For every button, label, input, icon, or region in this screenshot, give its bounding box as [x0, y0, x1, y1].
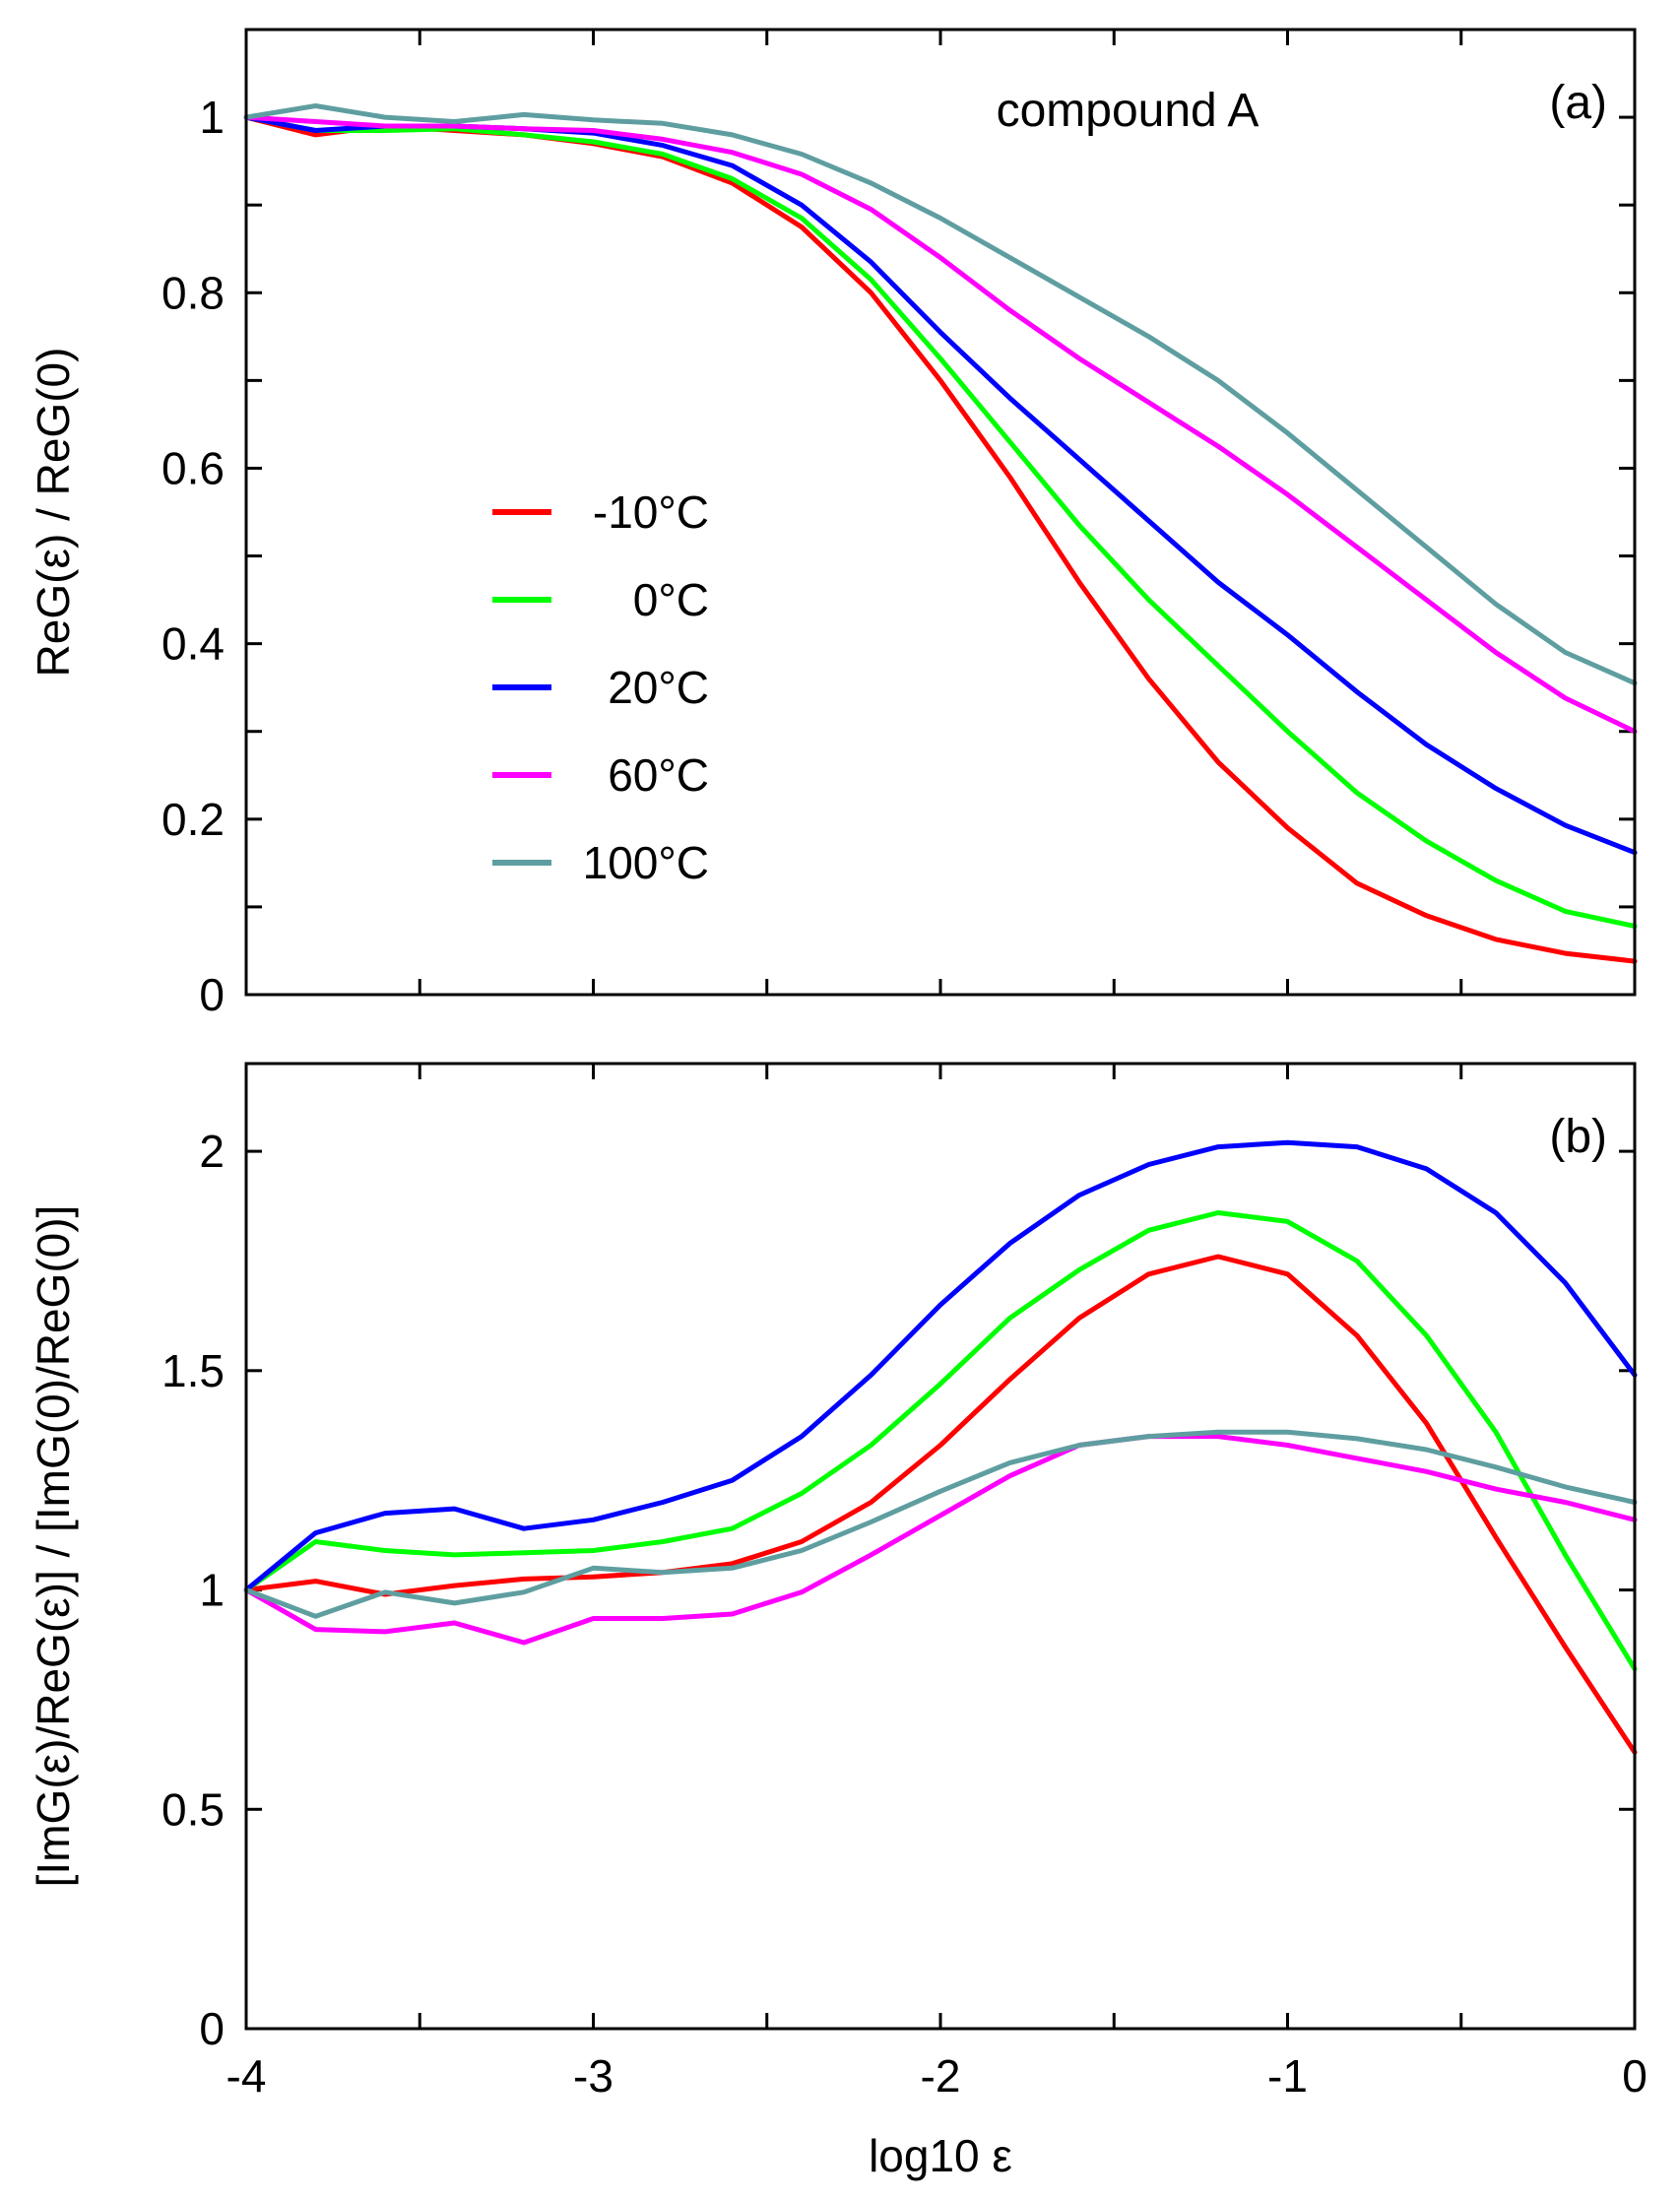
- b-y-tick-label: 2: [199, 1126, 225, 1177]
- a-ticks: [244, 30, 1637, 997]
- b-x-tick-label: 0: [1622, 2050, 1648, 2102]
- a-panel-label: (a): [1549, 77, 1607, 129]
- b-series-line--10c: [243, 1254, 1638, 1755]
- a-series-group: [243, 103, 1638, 964]
- a-series-line-60c: [243, 114, 1638, 735]
- legend-label: 20°C: [608, 662, 709, 713]
- b-series-line-0c: [243, 1210, 1638, 1672]
- a-y-tick-label: 0.6: [162, 442, 225, 493]
- b-series-line-100c: [243, 1429, 1638, 1619]
- a-series-line-100c: [243, 103, 1638, 686]
- a-y-tick-label: 0.4: [162, 618, 225, 670]
- b-x-tick-label: -4: [226, 2050, 267, 2102]
- b-x-tick-label: -1: [1267, 2050, 1308, 2102]
- b-y-tick-label: 0: [199, 2003, 225, 2054]
- x-axis-label: log10 ε: [869, 2130, 1012, 2181]
- panel-b: 0 0.5 1 1.5 2 -4 -3 -2 -1 0 [ImG(ε)/ReG(ε)] / [I…: [28, 1062, 1648, 2181]
- b-y-axis-label: [ImG(ε)/ReG(ε)] / [ImG(0)/ReG(0)]: [28, 1205, 79, 1888]
- a-y-tick-label: 0.2: [162, 794, 225, 845]
- a-series-line-20c: [243, 114, 1638, 856]
- b-plot-frame: [244, 1062, 1637, 2031]
- a-y-axis-label: ReG(ε) / ReG(0): [28, 348, 79, 678]
- b-x-tick-label: -2: [921, 2050, 961, 2102]
- b-series-group: [243, 1139, 1638, 1755]
- b-y-tick-label: 1: [199, 1565, 225, 1616]
- legend-label: -10°C: [593, 486, 709, 538]
- b-y-tick-label: 1.5: [162, 1345, 225, 1396]
- a-series-line-0c: [243, 114, 1638, 929]
- a-y-tick-label: 0.8: [162, 267, 225, 318]
- panel-a: 0 0.2 0.4 0.6 0.8 1 ReG(ε) / ReG(0) (a) compo…: [28, 28, 1638, 1020]
- b-x-tick-labels: -4 -3 -2 -1 0: [226, 2050, 1648, 2102]
- a-plot-frame: [244, 28, 1637, 997]
- b-ticks: [244, 1064, 1637, 2031]
- legend-label: 60°C: [608, 749, 709, 801]
- legend: -10°C 0°C 20°C 60°C 100°C: [492, 486, 709, 888]
- compound-annotation: compound A: [997, 85, 1260, 137]
- a-y-tick-label: 0: [199, 969, 225, 1020]
- b-series-line-20c: [243, 1139, 1638, 1592]
- legend-label: 0°C: [633, 574, 709, 625]
- b-y-tick-labels: 0 0.5 1 1.5 2: [162, 1126, 225, 2054]
- b-x-tick-label: -3: [573, 2050, 614, 2102]
- b-series-line-60c: [243, 1434, 1638, 1646]
- a-y-tick-labels: 0 0.2 0.4 0.6 0.8 1: [162, 92, 225, 1020]
- legend-label: 100°C: [583, 837, 709, 888]
- b-panel-label: (b): [1549, 1111, 1607, 1163]
- b-y-tick-label: 0.5: [162, 1783, 225, 1835]
- a-y-tick-label: 1: [199, 92, 225, 143]
- a-series-line--10c: [243, 114, 1638, 964]
